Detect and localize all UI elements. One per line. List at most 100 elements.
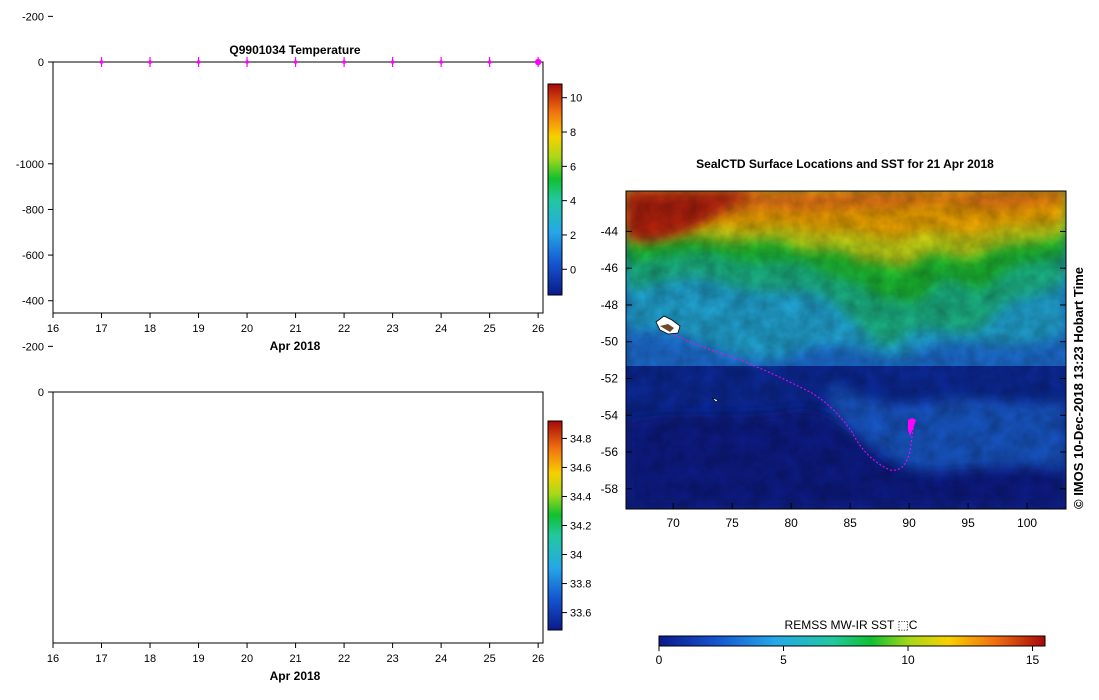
lon-tick-label: 75 [725,516,739,530]
x-tick-label: 19 [192,323,204,335]
y-tick-label: -600 [22,250,44,262]
x-tick-label: 23 [386,323,398,335]
y-tick-label: -400 [22,296,44,308]
temperature-xlabel: Apr 2018 [270,339,321,353]
x-tick-label: 21 [289,653,301,665]
sst-colorbar-tick-label: 5 [780,653,787,667]
surface-marker-dot [99,60,104,64]
lon-tick-label: 70 [667,516,681,530]
sst-map-frame [625,190,1067,510]
lat-tick-label: -44 [601,224,619,238]
surface-marker-dot [390,60,395,64]
temperature-title: Q9901034 Temperature [229,43,361,57]
x-tick-label: 25 [484,653,496,665]
salinity-plot-frame [52,391,544,644]
x-tick-label: 16 [47,323,59,335]
sst-map-latitude-axis: -44 -46 -48 -50 -52 -54 -56 -58 [601,224,1066,496]
sst-map-longitude-axis: 70 75 80 85 90 95 100 [667,503,1037,530]
x-tick-label: 25 [484,323,496,335]
sst-colorbar-ticks: 0 5 10 15 [656,646,1040,667]
x-tick-label: 19 [192,653,204,665]
lon-tick-label: 90 [902,516,916,530]
salinity-colorbar [547,420,563,631]
sst-map-title: SealCTD Surface Locations and SST for 21… [696,157,994,171]
lon-tick-label: 95 [961,516,975,530]
salinity-colorbar-ticks: 33.6 33.8 34 34.2 34.4 34.6 34.8 [562,433,591,620]
x-tick-label: 18 [144,323,156,335]
y-tick-label: 0 [38,387,44,399]
lat-tick-label: -56 [601,445,619,459]
x-tick-label: 24 [435,653,447,665]
x-tick-label: 26 [532,323,544,335]
x-tick-label: 22 [338,323,350,335]
x-tick-label: 16 [47,653,59,665]
colorbar-tick-label: 33.8 [570,579,591,591]
sst-colorbar-tick-label: 15 [1026,653,1040,667]
x-tick-label: 26 [532,653,544,665]
x-tick-label: 20 [241,653,253,665]
credit-label: © IMOS 10-Dec-2018 13:23 Hobart Time [1071,267,1086,509]
y-tick-label: -1000 [16,159,44,171]
colorbar-tick-label: 33.6 [570,608,591,620]
lon-tick-label: 80 [784,516,798,530]
temperature-y-axis: 0-200-400-600-800-1000 [22,11,53,69]
sst-colorbar-tick-label: 10 [901,653,915,667]
x-tick-label: 17 [95,653,107,665]
x-tick-label: 21 [289,323,301,335]
x-tick-label: 17 [95,323,107,335]
kerguelen-island [655,315,681,335]
lat-tick-label: -46 [601,261,619,275]
lon-tick-label: 85 [843,516,857,530]
salinity-panel: 0-200-400-600-800-1000 16 17 18 19 20 21 22 23 2… [16,159,592,683]
sst-field [626,191,1066,509]
x-tick-label: 22 [338,653,350,665]
colorbar-tick-label: 34.2 [570,521,591,533]
surface-marker-dot [534,58,542,66]
colorbar-tick-label: 6 [570,161,576,173]
colorbar-tick-label: 34 [570,550,582,562]
heard-island [711,397,719,403]
current-seal-location [908,418,916,436]
lat-tick-label: -54 [601,408,619,422]
lat-tick-label: -50 [601,335,619,349]
temperature-plot-frame [52,61,544,314]
surface-marker-dot [245,60,249,64]
y-tick-label: -200 [22,11,44,23]
sst-colorbar [658,635,1046,647]
salinity-y-axis: 0 -200 -400 -600 -800 -1000 [16,159,53,399]
x-tick-label: 18 [144,653,156,665]
colorbar-tick-label: 34.6 [570,462,591,474]
surface-marker-dot [196,60,201,64]
x-tick-label: 23 [386,653,398,665]
surface-marker-dot [342,60,346,64]
surface-markers [99,57,542,67]
y-tick-label: -800 [22,204,44,216]
colorbar-tick-label: 10 [570,93,582,105]
x-tick-label: 20 [241,323,253,335]
temperature-x-axis: 16 17 18 19 20 21 22 23 24 25 26 [47,313,544,335]
salinity-x-axis: 16 17 18 19 20 21 22 23 24 25 26 [47,643,544,665]
surface-marker-dot [487,60,492,64]
colorbar-tick-label: 2 [570,230,576,242]
colorbar-tick-label: 0 [570,264,576,276]
sst-map-panel: SealCTD Surface Locations and SST for 21… [601,157,1086,667]
sst-colorbar-label: REMSS MW-IR SST ⬚C [785,618,918,632]
sst-colorbar-tick-label: 0 [656,653,663,667]
surface-marker-dot [293,60,298,64]
lon-tick-label: 100 [1017,516,1037,530]
colorbar-tick-label: 34.8 [570,433,591,445]
colorbar-tick-label: 4 [570,196,576,208]
seal-track [667,330,915,471]
surface-marker-dot [148,60,152,64]
surface-marker-dot [439,60,443,64]
salinity-xlabel: Apr 2018 [270,669,321,683]
colorbar-tick-label: 34.4 [570,491,591,503]
y-tick-label: 0 [38,57,44,69]
colorbar-tick-label: 8 [570,127,576,139]
temperature-colorbar-ticks: 0 2 4 6 8 10 [562,93,582,276]
lat-tick-label: -48 [601,298,619,312]
y-tick-label: -200 [22,341,44,353]
lat-tick-label: -52 [601,371,619,385]
x-tick-label: 24 [435,323,447,335]
